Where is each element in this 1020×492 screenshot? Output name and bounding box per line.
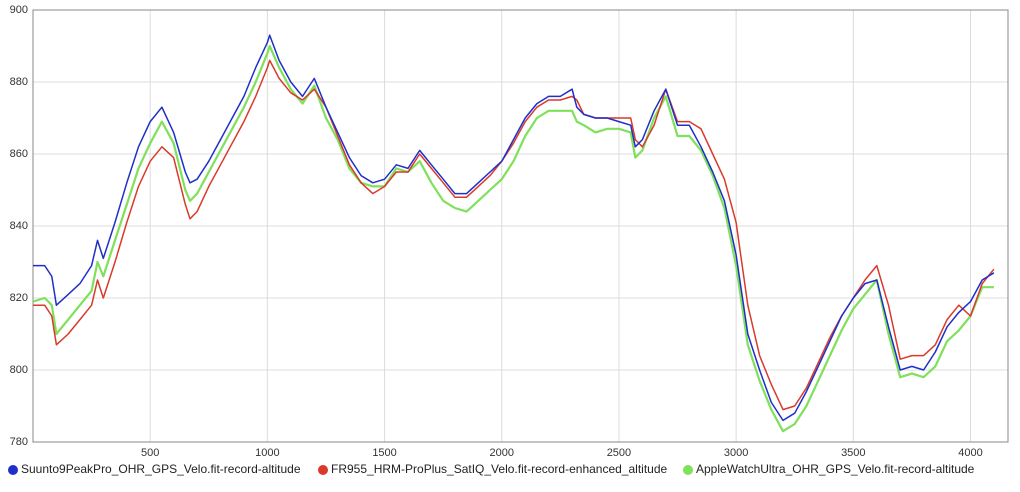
plot-frame bbox=[32, 9, 1009, 443]
x-tick-label: 2500 bbox=[607, 447, 631, 459]
series-line bbox=[33, 59, 995, 411]
legend-swatch bbox=[318, 465, 328, 475]
y-tick-label: 840 bbox=[10, 220, 28, 232]
x-tick-label: 4000 bbox=[958, 447, 982, 459]
x-tick-label: 3000 bbox=[724, 447, 748, 459]
series-line bbox=[33, 34, 995, 422]
y-tick-label: 900 bbox=[10, 4, 28, 16]
y-tick-label: 860 bbox=[10, 148, 28, 160]
legend-label: AppleWatchUltra_OHR_GPS_Velo.fit-record-… bbox=[696, 462, 975, 476]
x-tick-label: 1000 bbox=[255, 447, 279, 459]
x-tick-label: 3500 bbox=[841, 447, 865, 459]
y-tick-label: 820 bbox=[10, 292, 28, 304]
y-tick-label: 880 bbox=[10, 76, 28, 88]
y-tick-label: 780 bbox=[10, 436, 28, 448]
y-tick-label: 800 bbox=[10, 364, 28, 376]
x-tick-label: 2000 bbox=[490, 447, 514, 459]
legend-label: FR955_HRM-ProPlus_SatIQ_Velo.fit-record-… bbox=[331, 462, 668, 476]
legend-swatch bbox=[683, 465, 693, 475]
x-tick-label: 1500 bbox=[372, 447, 396, 459]
x-tick-label: 500 bbox=[141, 447, 159, 459]
legend-label: Suunto9PeakPro_OHR_GPS_Velo.fit-record-a… bbox=[21, 462, 301, 476]
series-line bbox=[32, 44, 994, 433]
legend-swatch bbox=[8, 465, 18, 475]
legend: Suunto9PeakPro_OHR_GPS_Velo.fit-record-a… bbox=[8, 462, 975, 476]
